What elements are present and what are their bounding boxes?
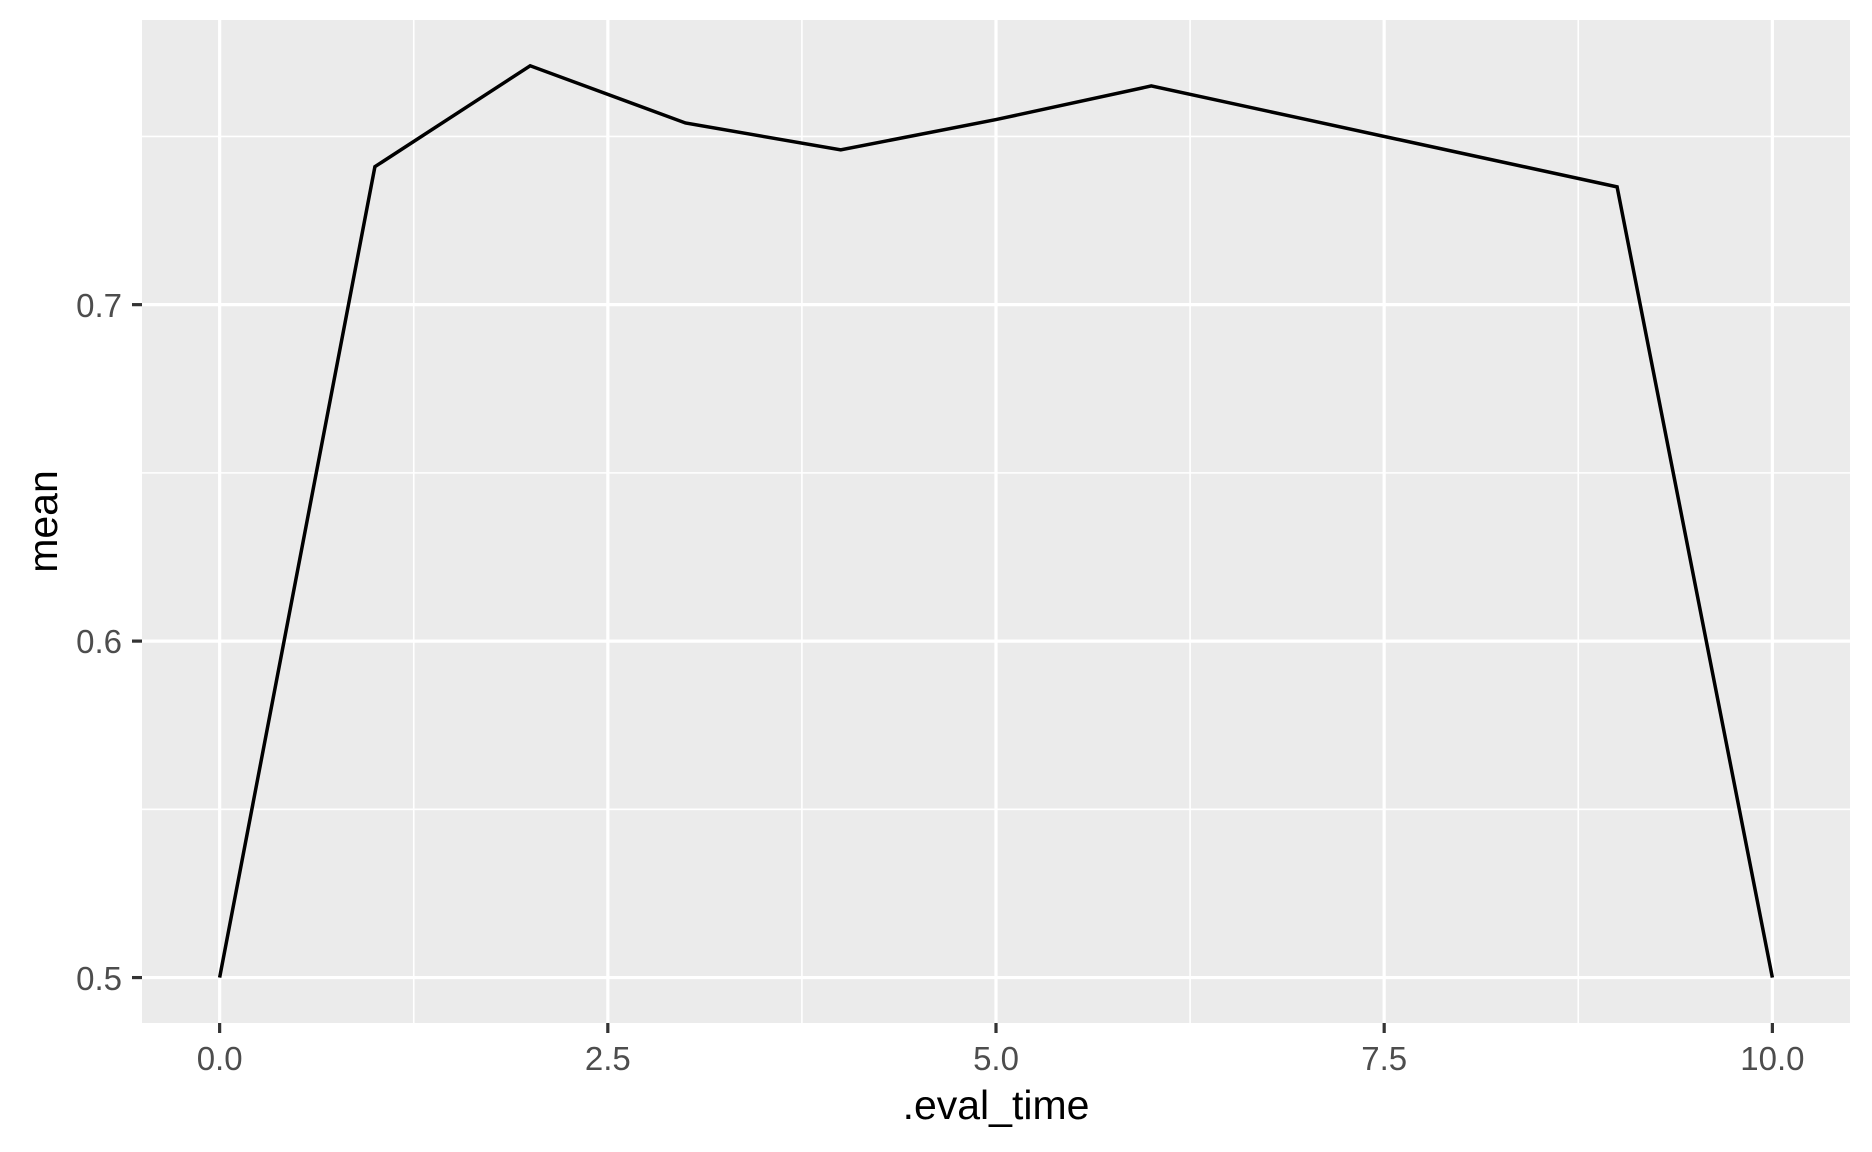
y-axis-title: mean <box>19 470 66 573</box>
x-tick-label: 5.0 <box>973 1040 1019 1077</box>
y-axis-title-box: mean <box>0 20 86 1023</box>
y-tick-label: 0.6 <box>76 623 122 661</box>
x-tick-label: 10.0 <box>1740 1040 1805 1077</box>
y-tick-label: 0.5 <box>76 959 122 997</box>
x-tick-label: 7.5 <box>1361 1040 1408 1077</box>
y-tick-label: 0.7 <box>76 286 122 324</box>
x-axis-title: .eval_time <box>902 1082 1090 1128</box>
x-tick-label: 2.5 <box>584 1040 631 1077</box>
series-line <box>217 63 1775 978</box>
x-tick-label: 0.0 <box>196 1040 243 1077</box>
